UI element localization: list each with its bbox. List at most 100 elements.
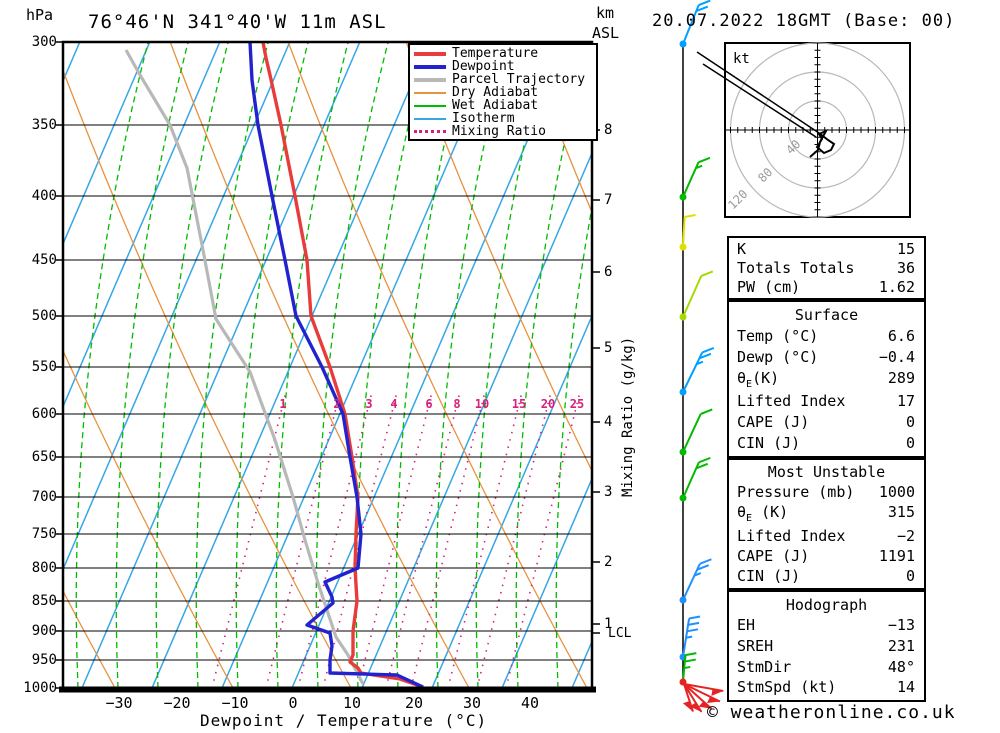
dewpoint-curve <box>248 42 424 688</box>
pressure-label-950: 950 <box>31 652 57 668</box>
sounding-curves <box>124 42 424 688</box>
row-label: Lifted Index <box>737 392 846 411</box>
mixing-ratio-label-2: 2 <box>333 397 341 411</box>
wet-adiabat-line <box>315 42 389 688</box>
row-label: StmSpd (kt) <box>737 678 837 697</box>
row-value: 315 <box>887 503 915 522</box>
legend-item-label: Dewpoint <box>452 59 515 74</box>
isotherm-line <box>361 151 592 688</box>
surface-barb-spoke <box>683 683 703 713</box>
row-label: θE (K) <box>737 503 789 525</box>
row-label-subscript: E <box>746 513 753 525</box>
pressure-label-400: 400 <box>31 188 57 204</box>
legend-item-isotherm: Isotherm <box>414 112 596 125</box>
parcel-curve <box>124 49 365 685</box>
row-value: 48° <box>887 657 915 676</box>
table-row: SREH 231 <box>729 637 924 655</box>
row-label: PW (cm) <box>737 278 801 296</box>
wind-barb-full-tick <box>684 214 696 219</box>
mixing-ratio-label-25: 25 <box>569 397 585 411</box>
info-panel-most-unstable: Most Unstable Pressure (mb) 1000 θE (K) 315 L… <box>727 458 926 590</box>
pressure-label-800: 800 <box>31 560 57 576</box>
wind-barb-full-tick <box>687 621 700 626</box>
page-title: 76°46'N 341°40'W 11m ASL <box>88 11 387 33</box>
table-row: θE (K) 315 <box>729 503 924 524</box>
table-row: CAPE (J) 0 <box>729 413 924 431</box>
mixing-ratio-line <box>357 394 433 688</box>
table-row: θE(K) 289 <box>729 369 924 390</box>
temp-label-−20: −20 <box>163 694 191 712</box>
table-row: StmSpd (kt) 14 <box>729 678 924 696</box>
row-label: Dewp (°C) <box>737 347 819 366</box>
table-row: Pressure (mb) 1000 <box>729 483 924 501</box>
row-value: 14 <box>896 678 915 697</box>
row-value: 1191 <box>878 546 915 565</box>
table-row: Dewp (°C) −0.4 <box>729 348 924 366</box>
temp-label-−10: −10 <box>221 694 249 712</box>
mixing-ratio-line <box>476 394 552 688</box>
wind-barb-half-tick <box>685 635 693 639</box>
row-label: Totals Totals <box>737 259 855 277</box>
wind-barb-full-tick <box>698 0 711 6</box>
km-label-5: 5 <box>604 340 613 356</box>
row-label: Pressure (mb) <box>737 483 855 502</box>
row-value: 289 <box>887 368 915 387</box>
mixing-ratio-label-6: 6 <box>425 397 433 411</box>
panel-title: Surface <box>794 305 859 324</box>
legend-item-label: Mixing Ratio <box>452 124 546 139</box>
row-value: 15 <box>896 240 915 258</box>
datetime-title: 20.07.2022 18GMT (Base: 00) <box>652 11 956 31</box>
wind-barb-station-dot <box>679 193 687 201</box>
storm-motion-line <box>702 63 817 138</box>
legend-line-sample <box>414 91 446 94</box>
surface-barb-spoke <box>683 683 724 692</box>
gridlines <box>56 41 600 689</box>
wind-barb-station-dot <box>679 596 687 604</box>
legend-item-label: Temperature <box>452 46 539 61</box>
temp-label-−30: −30 <box>105 694 133 712</box>
table-row: Lifted Index 17 <box>729 392 924 410</box>
isotherm-line <box>63 42 221 409</box>
asl-unit-label: ASL <box>592 24 620 42</box>
pressure-label-450: 450 <box>31 252 57 268</box>
wet-adiabat-line <box>555 203 592 688</box>
row-label: StmDir <box>737 657 792 676</box>
pressure-label-1000: 1000 <box>23 680 57 696</box>
mixing-ratio-label-3: 3 <box>365 397 373 411</box>
wet-adiabat-line <box>515 42 589 688</box>
mixing-ratio-line <box>385 394 461 688</box>
wind-barb-shaft <box>682 4 700 45</box>
legend-item-wet-adiabat: Wet Adiabat <box>414 99 596 112</box>
wind-barb-station-dot <box>679 494 687 502</box>
wind-barb-station-dot <box>679 448 687 456</box>
legend-item-label: Dry Adiabat <box>452 85 539 100</box>
pressure-label-500: 500 <box>31 308 57 324</box>
surface-barb-flag <box>698 701 712 709</box>
row-value: 231 <box>887 636 915 655</box>
row-value: 0 <box>905 434 915 453</box>
wet-adiabat-line <box>475 42 549 688</box>
plot-background <box>63 42 592 688</box>
row-label: CIN (J) <box>737 434 801 453</box>
table-row: K 15 <box>729 240 924 258</box>
wind-barbs <box>679 0 724 713</box>
wind-barb-shaft <box>682 216 686 248</box>
mixing-ratio-label-20: 20 <box>540 397 556 411</box>
x-axis-label: Dewpoint / Temperature (°C) <box>200 711 488 730</box>
mixing-ratio-line <box>265 394 341 688</box>
row-label: θE(K) <box>737 368 780 390</box>
wet-adiabat-line <box>395 42 469 688</box>
row-label: CIN (J) <box>737 566 801 585</box>
wet-adiabat-line <box>115 42 189 688</box>
mixing-ratio-axis-label: Mixing Ratio (g/kg) <box>620 336 636 497</box>
dry-adiabat-line <box>63 349 234 688</box>
mixing-ratio-label-10: 10 <box>474 397 490 411</box>
temp-label-10: 10 <box>342 694 362 712</box>
surface-barb-flag <box>682 701 693 712</box>
row-value: −13 <box>887 616 915 635</box>
pressure-label-600: 600 <box>31 406 57 422</box>
table-row: EH −13 <box>729 616 924 634</box>
wind-barb-shaft <box>682 275 703 318</box>
row-value: 17 <box>896 392 915 411</box>
row-value: −0.4 <box>878 347 915 366</box>
